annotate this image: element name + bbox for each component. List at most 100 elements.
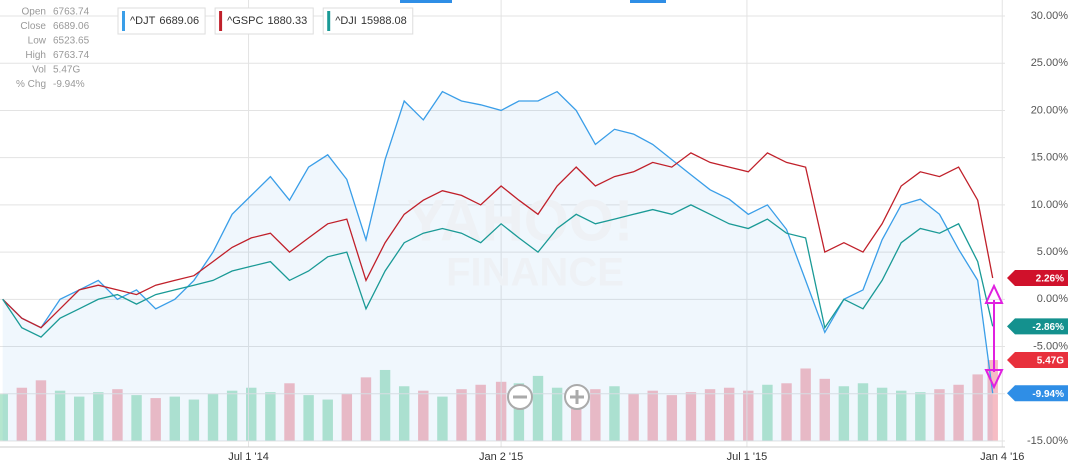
- volume-bar: [322, 399, 333, 441]
- volume-bar: [93, 392, 104, 441]
- y-tick-label: 0.00%: [1037, 293, 1068, 305]
- volume-bar: [284, 383, 295, 441]
- info-label: Open: [22, 7, 46, 18]
- volume-bar: [896, 390, 907, 441]
- legend-text: ^DJI 15988.08: [335, 15, 407, 27]
- series-line: [2, 90, 994, 394]
- volume-bar: [73, 396, 85, 441]
- flag-shape: [1007, 385, 1068, 402]
- info-value: 5.47G: [53, 65, 80, 76]
- volume-bar: [953, 384, 964, 441]
- volume-bar: [35, 380, 47, 441]
- series-line: [2, 204, 994, 338]
- volume-bar: [704, 389, 716, 441]
- legend-value: 6689.06: [159, 15, 199, 27]
- legend-text: ^GSPC 1880.33: [227, 15, 307, 27]
- area-fill: [2, 91, 993, 441]
- watermark: YAHOO!: [407, 188, 634, 253]
- nav-strip: [630, 0, 666, 3]
- volume-bar: [360, 377, 372, 441]
- volume-bar: [609, 386, 620, 441]
- volume-bar: [762, 384, 773, 441]
- flag-label: 5.47G: [1037, 356, 1064, 367]
- flag-shape: [1007, 352, 1068, 369]
- front-layer: 30.00% 25.00% 20.00% 15.00% 10.00% 5.00% 0.00%…: [228, 10, 1068, 463]
- volume-bar: [418, 390, 429, 441]
- volume-bar: [131, 395, 142, 441]
- volume-bar: [551, 387, 563, 441]
- legend-box: [117, 7, 206, 35]
- info-label: Vol: [32, 65, 46, 76]
- volume-bar: [743, 390, 754, 441]
- legend-item: ^GSPC 1880.33: [214, 7, 314, 35]
- legend-item: ^DJT 6689.06: [117, 7, 206, 35]
- legend-text: ^DJT 6689.06: [130, 15, 199, 27]
- zoom-out[interactable]: [507, 384, 533, 410]
- volume-bar: [685, 392, 697, 441]
- legend-swatch: [122, 11, 125, 31]
- volume-bar: [169, 396, 180, 441]
- info-label: % Chg: [16, 79, 46, 90]
- x-tick-label: Jan 4 '16: [980, 451, 1024, 463]
- volume-bar: [0, 393, 8, 441]
- volume-bar: [379, 369, 391, 441]
- volume-bar: [16, 387, 28, 441]
- zoom-in[interactable]: [564, 384, 590, 410]
- y-tick-label: 20.00%: [1031, 104, 1069, 116]
- volume-bar: [437, 396, 448, 441]
- volume-bar: [456, 389, 467, 441]
- legend-box: [322, 7, 414, 35]
- legend-name: ^GSPC: [227, 15, 263, 27]
- legend-value: 1880.33: [267, 15, 307, 27]
- annotation-arrow: [984, 283, 1004, 390]
- x-tick-label: Jul 1 '14: [228, 451, 269, 463]
- volume-bar: [150, 398, 161, 441]
- nav-strip: [400, 0, 452, 3]
- end-flag: -2.86%: [1007, 318, 1068, 335]
- info-label: Low: [28, 36, 47, 47]
- volume-bar: [590, 389, 601, 441]
- legend-value: 15988.08: [361, 15, 407, 27]
- volume-bar: [112, 389, 123, 441]
- end-flag: -9.94%: [1007, 385, 1068, 402]
- info-value: 6523.65: [53, 36, 90, 47]
- volume-bar: [934, 389, 945, 441]
- series-line: [2, 152, 994, 329]
- flag-shape: [1007, 318, 1068, 335]
- y-tick-label: 5.00%: [1037, 246, 1068, 258]
- legend: ^DJT 6689.06 ^GSPC 1880.33 ^DJI 15988.08: [117, 7, 414, 35]
- flag-shape: [1007, 269, 1068, 286]
- volume-bar: [987, 360, 998, 441]
- info-value: 6763.74: [53, 50, 90, 61]
- volume-bar: [723, 387, 735, 441]
- volume-bar: [341, 393, 353, 441]
- flag-label: -2.86%: [1032, 322, 1064, 333]
- legend-box: [214, 7, 314, 35]
- legend-swatch: [219, 11, 223, 31]
- legend-name: ^DJT: [130, 15, 156, 27]
- y-tick-label: 10.00%: [1031, 199, 1069, 211]
- volume-bar: [781, 383, 792, 441]
- info-label: Close: [20, 21, 46, 32]
- flag-label: 2.26%: [1036, 274, 1064, 285]
- volume-bar: [303, 395, 314, 441]
- volume-bar: [666, 395, 678, 441]
- volume-bar: [800, 368, 811, 441]
- legend-swatch: [327, 11, 331, 31]
- info-value: 6763.74: [53, 7, 90, 18]
- volume-bar: [819, 378, 830, 441]
- volume-bar: [571, 392, 582, 441]
- y-tick-label: -5.00%: [1033, 340, 1068, 352]
- legend-name: ^DJI: [335, 15, 357, 27]
- volume-bar: [265, 392, 276, 441]
- x-tick-label: Jan 2 '15: [479, 451, 523, 463]
- volume-bar: [54, 390, 66, 441]
- info-panel: Open 6763.74 Close 6689.06 Low 6523.65 High 676…: [16, 7, 90, 91]
- legend-item: ^DJI 15988.08: [322, 7, 414, 35]
- volume-bar: [876, 387, 888, 441]
- volume-bar: [972, 374, 983, 441]
- info-label: High: [25, 50, 46, 61]
- volume-bar: [475, 384, 486, 441]
- volume-bar: [207, 393, 219, 441]
